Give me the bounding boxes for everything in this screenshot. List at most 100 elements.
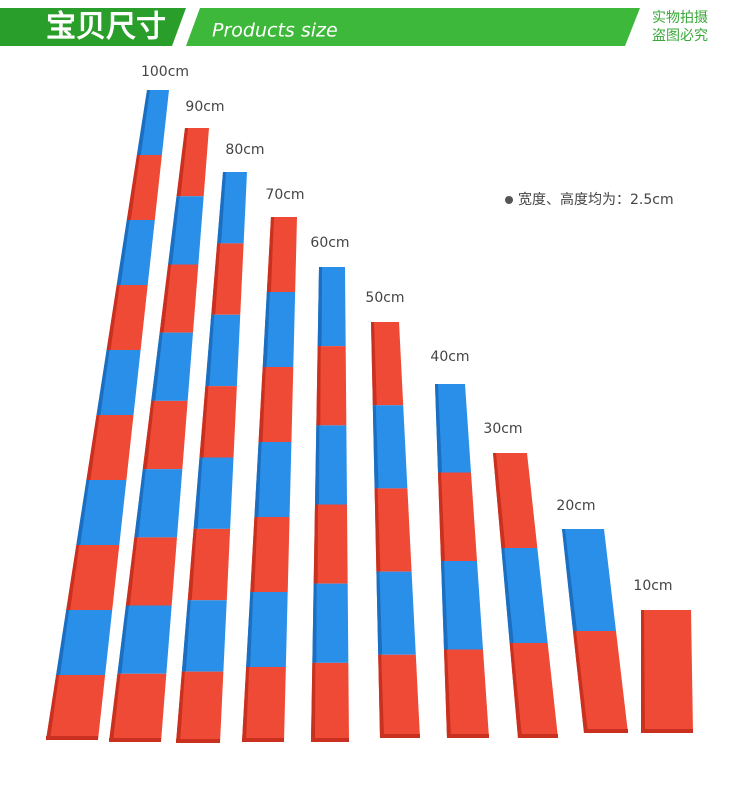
rod-segment-side: [641, 610, 645, 733]
rod-segment: [501, 548, 548, 643]
rod-segment: [266, 217, 297, 292]
rod-segment: [134, 469, 183, 538]
rod-segment: [316, 346, 347, 426]
header-title-block: [0, 8, 190, 46]
rod-segment: [573, 631, 628, 733]
rod-segment-side: [573, 631, 588, 733]
rod-segment: [109, 673, 167, 742]
rod-segment: [313, 504, 348, 584]
rod-segment: [315, 425, 347, 505]
rod-segment-side: [444, 649, 451, 738]
rod-segment-side: [242, 667, 250, 742]
rod-segment: [187, 528, 231, 601]
rod-end: [176, 739, 220, 743]
rod-segment-side: [181, 600, 191, 672]
rod-segment-side: [250, 517, 258, 592]
rod-segment: [151, 332, 193, 401]
rod-segment: [246, 592, 288, 667]
rod-segment-side: [311, 662, 316, 742]
rod-segment: [378, 654, 420, 738]
rod-segment-side: [193, 457, 203, 529]
rod-segment-side: [126, 155, 140, 220]
rod-segment-side: [435, 384, 442, 473]
rod-segment-side: [125, 537, 138, 606]
rod-segment: [76, 480, 127, 545]
rod-segment-side: [376, 571, 383, 655]
rod-segment: [641, 610, 693, 733]
rod-label: 90cm: [185, 99, 224, 115]
rod-label: 70cm: [265, 187, 304, 203]
rod-segment: [376, 571, 416, 655]
rod-segment-side: [76, 480, 90, 545]
rod-segment-side: [205, 314, 215, 387]
rod-segment: [193, 457, 234, 529]
rod-segment-side: [176, 128, 188, 197]
rod-end: [46, 736, 98, 740]
rod-segment-side: [199, 386, 209, 458]
watermark-line: 实物拍摄: [652, 10, 708, 26]
rod-segment-side: [46, 675, 60, 740]
rod-segment: [46, 675, 106, 740]
rod-segment-side: [266, 217, 274, 292]
rod-segment: [374, 488, 412, 572]
rod-segment-side: [246, 592, 254, 667]
rod-segment: [86, 415, 134, 480]
rod-segment: [317, 267, 346, 347]
rod-segment-side: [262, 292, 270, 367]
rod-end: [584, 729, 628, 733]
rod-segment: [438, 472, 477, 561]
rod-segment: [142, 400, 188, 470]
rod-segment: [258, 367, 294, 442]
rod-label: 100cm: [141, 64, 189, 80]
rod-segment-side: [106, 285, 120, 350]
rod-segment-side: [316, 346, 321, 426]
note-bullet: [505, 196, 513, 204]
rod-segment-side: [371, 322, 377, 406]
rod-label: 60cm: [310, 235, 349, 251]
rod-label: 80cm: [225, 142, 264, 158]
rod-segment-side: [374, 488, 381, 572]
rod-end: [641, 729, 693, 733]
rod-segment-side: [312, 583, 317, 663]
rod-segment-side: [438, 472, 445, 561]
rod-segment-side: [159, 264, 172, 333]
rod-segment-side: [315, 425, 320, 505]
rod-segment-side: [254, 442, 262, 517]
header-subtitle: Products size: [212, 20, 338, 42]
rod-segment-side: [217, 172, 226, 244]
header-title: 宝贝尺寸: [46, 10, 166, 45]
rod-segment: [312, 583, 349, 663]
rod-segment: [254, 442, 292, 517]
rod-end: [380, 734, 420, 738]
rod-segment-side: [116, 220, 130, 285]
rod-segment-side: [317, 267, 322, 347]
rod-segment-side: [258, 367, 266, 442]
rod-segment-side: [66, 545, 80, 610]
note: 宽度、高度均为：2.5cm: [518, 191, 674, 208]
rod-segment-side: [187, 528, 197, 601]
rod-segment: [444, 649, 489, 738]
rod-label: 40cm: [430, 349, 469, 365]
rod-end: [518, 734, 558, 738]
rod-segment-side: [168, 196, 180, 265]
rod-segment-side: [134, 469, 146, 538]
rod-label: 30cm: [483, 421, 522, 437]
rod-segment: [96, 350, 141, 415]
rod-segment: [562, 529, 616, 631]
rod-end: [447, 734, 489, 738]
rod-segment-side: [211, 243, 221, 315]
rod-end: [109, 738, 161, 742]
rod-segment-side: [562, 529, 577, 631]
rod-segment: [311, 662, 349, 742]
rod-segment: [242, 667, 286, 742]
rod-segment: [176, 671, 224, 743]
rod-segment: [509, 643, 558, 738]
rod-segment: [125, 537, 177, 606]
rod-segment: [159, 264, 199, 333]
rod-segment-side: [136, 90, 150, 155]
rod-segment-side: [378, 654, 384, 738]
rod-segment-side: [313, 504, 318, 584]
rod-segment-side: [56, 610, 70, 675]
